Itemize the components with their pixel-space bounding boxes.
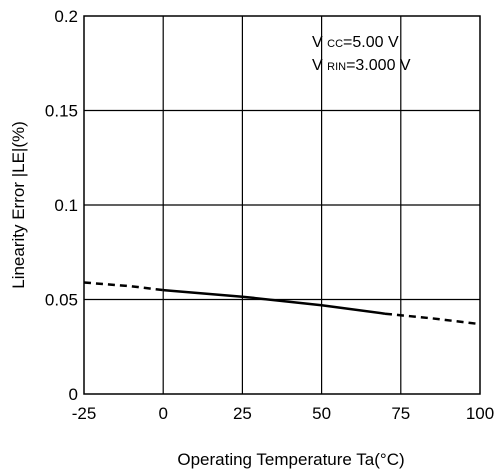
series-line-dashed	[384, 312, 481, 326]
y-axis-label: Linearity Error |LE|(%)	[9, 121, 28, 289]
grid-lines	[84, 16, 480, 394]
condition-annotations: V CC=5.00 V V RIN=3.000 V	[312, 34, 411, 74]
condition-annotation: V RIN=3.000 V	[312, 57, 411, 74]
condition-annotation: V CC=5.00 V	[312, 34, 399, 51]
y-tick-label: 0	[69, 385, 78, 404]
y-tick-label: 0.2	[54, 7, 78, 26]
x-tick-label: 75	[391, 404, 410, 423]
plot-frame	[83, 15, 481, 395]
x-tick-label: 100	[466, 404, 494, 423]
x-tick-label: -25	[72, 404, 97, 423]
x-axis-label: Operating Temperature Ta(°C)	[177, 450, 404, 469]
series-line-solid	[163, 288, 386, 315]
y-axis-tick-labels: 0 0.05 0.1 0.15 0.2	[45, 7, 78, 404]
x-tick-label: 50	[312, 404, 331, 423]
x-tick-label: 25	[233, 404, 252, 423]
series-layer	[83, 281, 481, 326]
y-tick-label: 0.15	[45, 102, 78, 121]
x-tick-label: 0	[158, 404, 167, 423]
y-tick-label: 0.05	[45, 291, 78, 310]
y-tick-label: 0.1	[54, 196, 78, 215]
series-line-dashed	[83, 281, 164, 292]
x-axis-tick-labels: -25 0 25 50 75 100	[72, 404, 494, 423]
